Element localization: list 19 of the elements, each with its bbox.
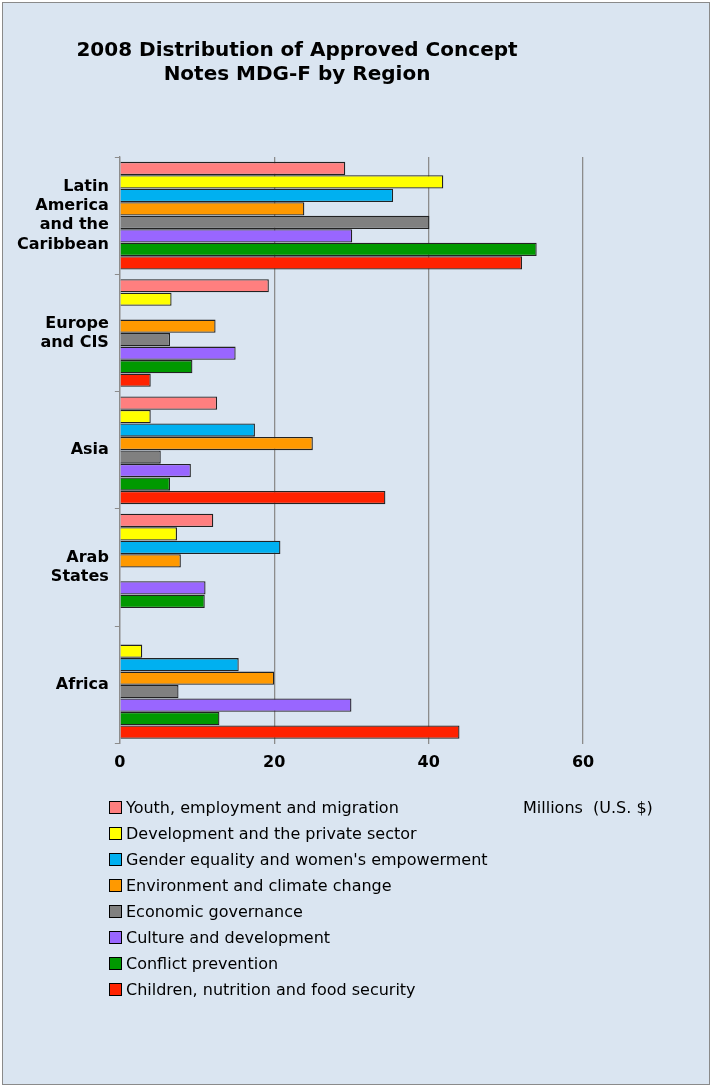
y-tick-label: Europe and CIS	[40, 312, 109, 351]
y-tick-label: Arab States	[50, 547, 109, 586]
legend-label: Gender equality and women's empowerment	[126, 850, 488, 869]
legend-label: Environment and climate change	[126, 876, 392, 895]
legend-label: Development and the private sector	[126, 824, 417, 843]
legend-label: Youth, employment and migration	[126, 798, 399, 817]
chart-title: 2008 Distribution of Approved Concept Notes MDG-F by Region	[76, 37, 518, 86]
y-tick-label: Latin America and the Caribbean	[17, 176, 109, 253]
legend-label: Economic governance	[126, 902, 303, 921]
legend-label: Children, nutrition and food security	[126, 980, 416, 999]
x-axis-title: Millions (U.S. $)	[523, 798, 653, 817]
legend-label: Conflict prevention	[126, 954, 279, 973]
x-tick-label: 20	[263, 752, 286, 772]
x-tick-label: 40	[417, 752, 440, 772]
x-tick-label: 60	[571, 752, 595, 772]
x-tick-label: 0	[114, 752, 126, 772]
y-tick-label: Africa	[55, 674, 109, 694]
y-tick-label: Asia	[70, 439, 109, 459]
legend-label: Culture and development	[126, 928, 331, 947]
